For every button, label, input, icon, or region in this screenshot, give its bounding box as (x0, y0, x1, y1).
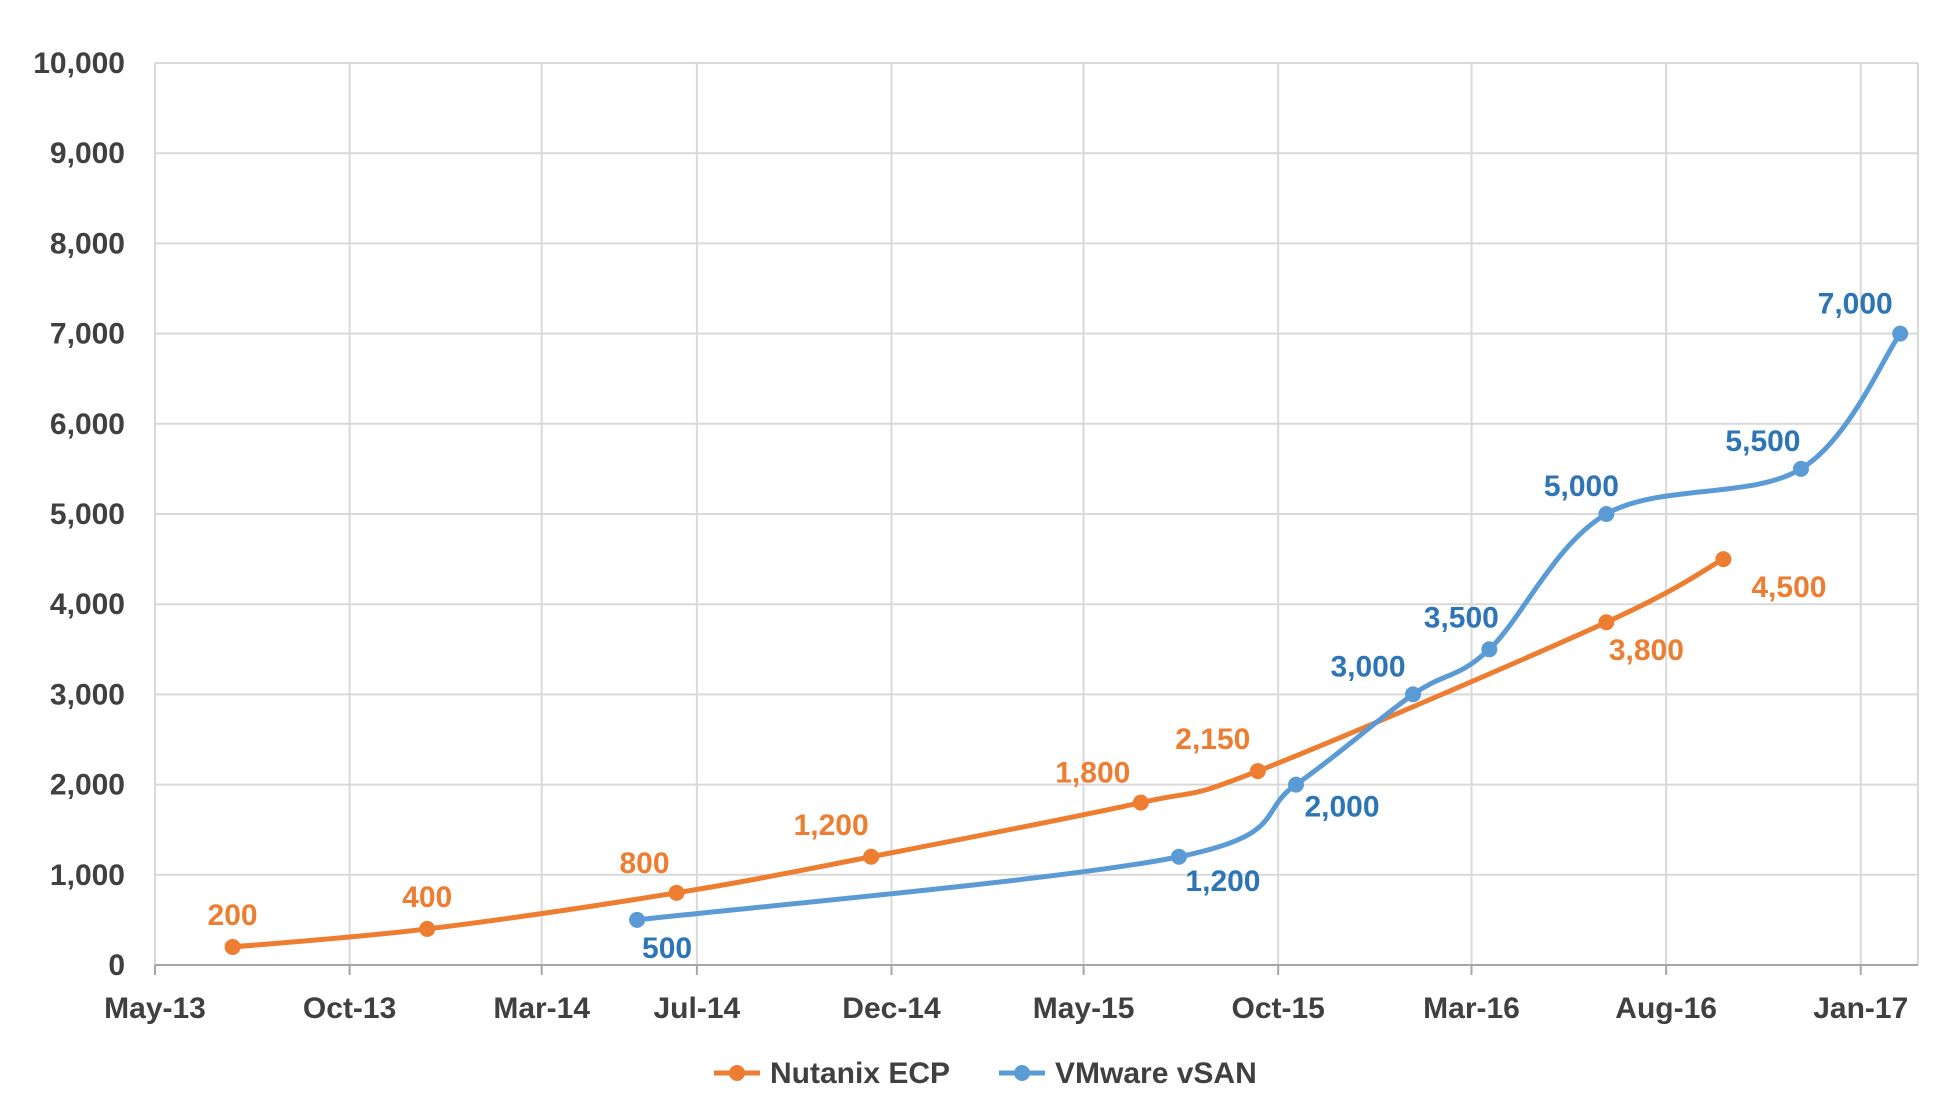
series-line-nutanix-ecp (230, 556, 1726, 950)
data-point-vmware-vsan (629, 911, 646, 928)
y-tick-label: 7,000 (50, 318, 125, 351)
data-label-nutanix-ecp: 200 (208, 899, 258, 932)
data-point-vmware-vsan (1405, 686, 1422, 703)
y-tick-label: 0 (108, 949, 125, 982)
data-label-nutanix-ecp: 1,800 (1055, 757, 1130, 790)
series-layer (224, 325, 1909, 955)
data-label-vmware-vsan: 3,000 (1330, 650, 1405, 683)
x-tick-label: Oct-15 (1231, 992, 1324, 1025)
data-label-nutanix-ecp: 800 (619, 847, 669, 880)
legend-swatch-marker (1014, 1065, 1030, 1081)
data-label-vmware-vsan: 2,000 (1304, 791, 1379, 824)
data-point-nutanix-ecp (1132, 794, 1149, 811)
data-label-nutanix-ecp: 2,150 (1175, 723, 1250, 756)
data-label-nutanix-ecp: 3,800 (1609, 634, 1684, 667)
x-tick-label: Jan-17 (1813, 992, 1908, 1025)
x-tick-label: Jul-14 (654, 992, 741, 1025)
legend-item-nutanix-ecp: Nutanix ECP (714, 1057, 950, 1090)
x-tick-label: Dec-14 (842, 992, 941, 1025)
x-tick-label: May-15 (1033, 992, 1135, 1025)
data-point-nutanix-ecp (863, 848, 880, 865)
x-tick-label: Mar-14 (493, 992, 590, 1025)
data-label-nutanix-ecp: 400 (402, 881, 452, 914)
data-point-vmware-vsan (1792, 460, 1809, 477)
data-label-nutanix-ecp: 1,200 (794, 809, 869, 842)
data-label-vmware-vsan: 5,000 (1544, 470, 1619, 503)
data-point-vmware-vsan (1598, 506, 1615, 522)
data-point-vmware-vsan (1892, 325, 1909, 342)
y-tick-label: 5,000 (50, 498, 125, 531)
data-label-layer: 200 400 800 1,200 1,800 2,150 3,800 4,500 500 1,2… (208, 288, 1893, 965)
data-point-nutanix-ecp (224, 938, 241, 955)
x-tick-label: Oct-13 (303, 992, 396, 1025)
data-point-nutanix-ecp (1598, 614, 1615, 631)
y-tick-label: 6,000 (50, 408, 125, 441)
data-point-vmware-vsan (1170, 848, 1187, 865)
data-point-vmware-vsan (1481, 641, 1498, 658)
legend-label: VMware vSAN (1055, 1057, 1257, 1090)
data-label-vmware-vsan: 3,500 (1424, 601, 1499, 634)
y-tick-label: 1,000 (50, 859, 125, 892)
x-tick-label: Mar-16 (1423, 992, 1520, 1025)
legend-item-vmware-vsan: VMware vSAN (999, 1057, 1257, 1090)
x-tick-label: Aug-16 (1615, 992, 1717, 1025)
data-label-nutanix-ecp: 4,500 (1751, 571, 1826, 604)
data-point-vmware-vsan (1287, 776, 1304, 793)
y-tick-label: 3,000 (50, 678, 125, 711)
grid-layer (154, 62, 1919, 965)
data-point-nutanix-ecp (1249, 763, 1266, 780)
data-label-vmware-vsan: 7,000 (1818, 288, 1893, 321)
y-tick-label: 2,000 (50, 769, 125, 802)
series-nutanix-ecp (224, 551, 1732, 955)
legend: Nutanix ECP VMware vSAN (714, 1057, 1257, 1090)
y-tick-label: 4,000 (50, 588, 125, 621)
data-label-vmware-vsan: 5,500 (1725, 425, 1800, 458)
legend-label: Nutanix ECP (770, 1057, 950, 1090)
y-tick-label: 10,000 (33, 47, 125, 80)
data-point-nutanix-ecp (419, 920, 436, 937)
legend-swatch-marker (729, 1065, 745, 1081)
y-tick-label: 8,000 (50, 227, 125, 260)
data-label-vmware-vsan: 1,200 (1185, 865, 1260, 898)
axis-layer: 0 1,000 2,000 3,000 4,000 5,000 6,000 7,000 8,00… (33, 47, 1918, 1025)
y-tick-label: 9,000 (50, 137, 125, 170)
data-point-nutanix-ecp (668, 884, 685, 901)
series-vmware-vsan (629, 325, 1909, 928)
data-point-nutanix-ecp (1715, 551, 1732, 568)
x-tick-label: May-13 (104, 992, 206, 1025)
data-label-vmware-vsan: 500 (642, 932, 692, 965)
